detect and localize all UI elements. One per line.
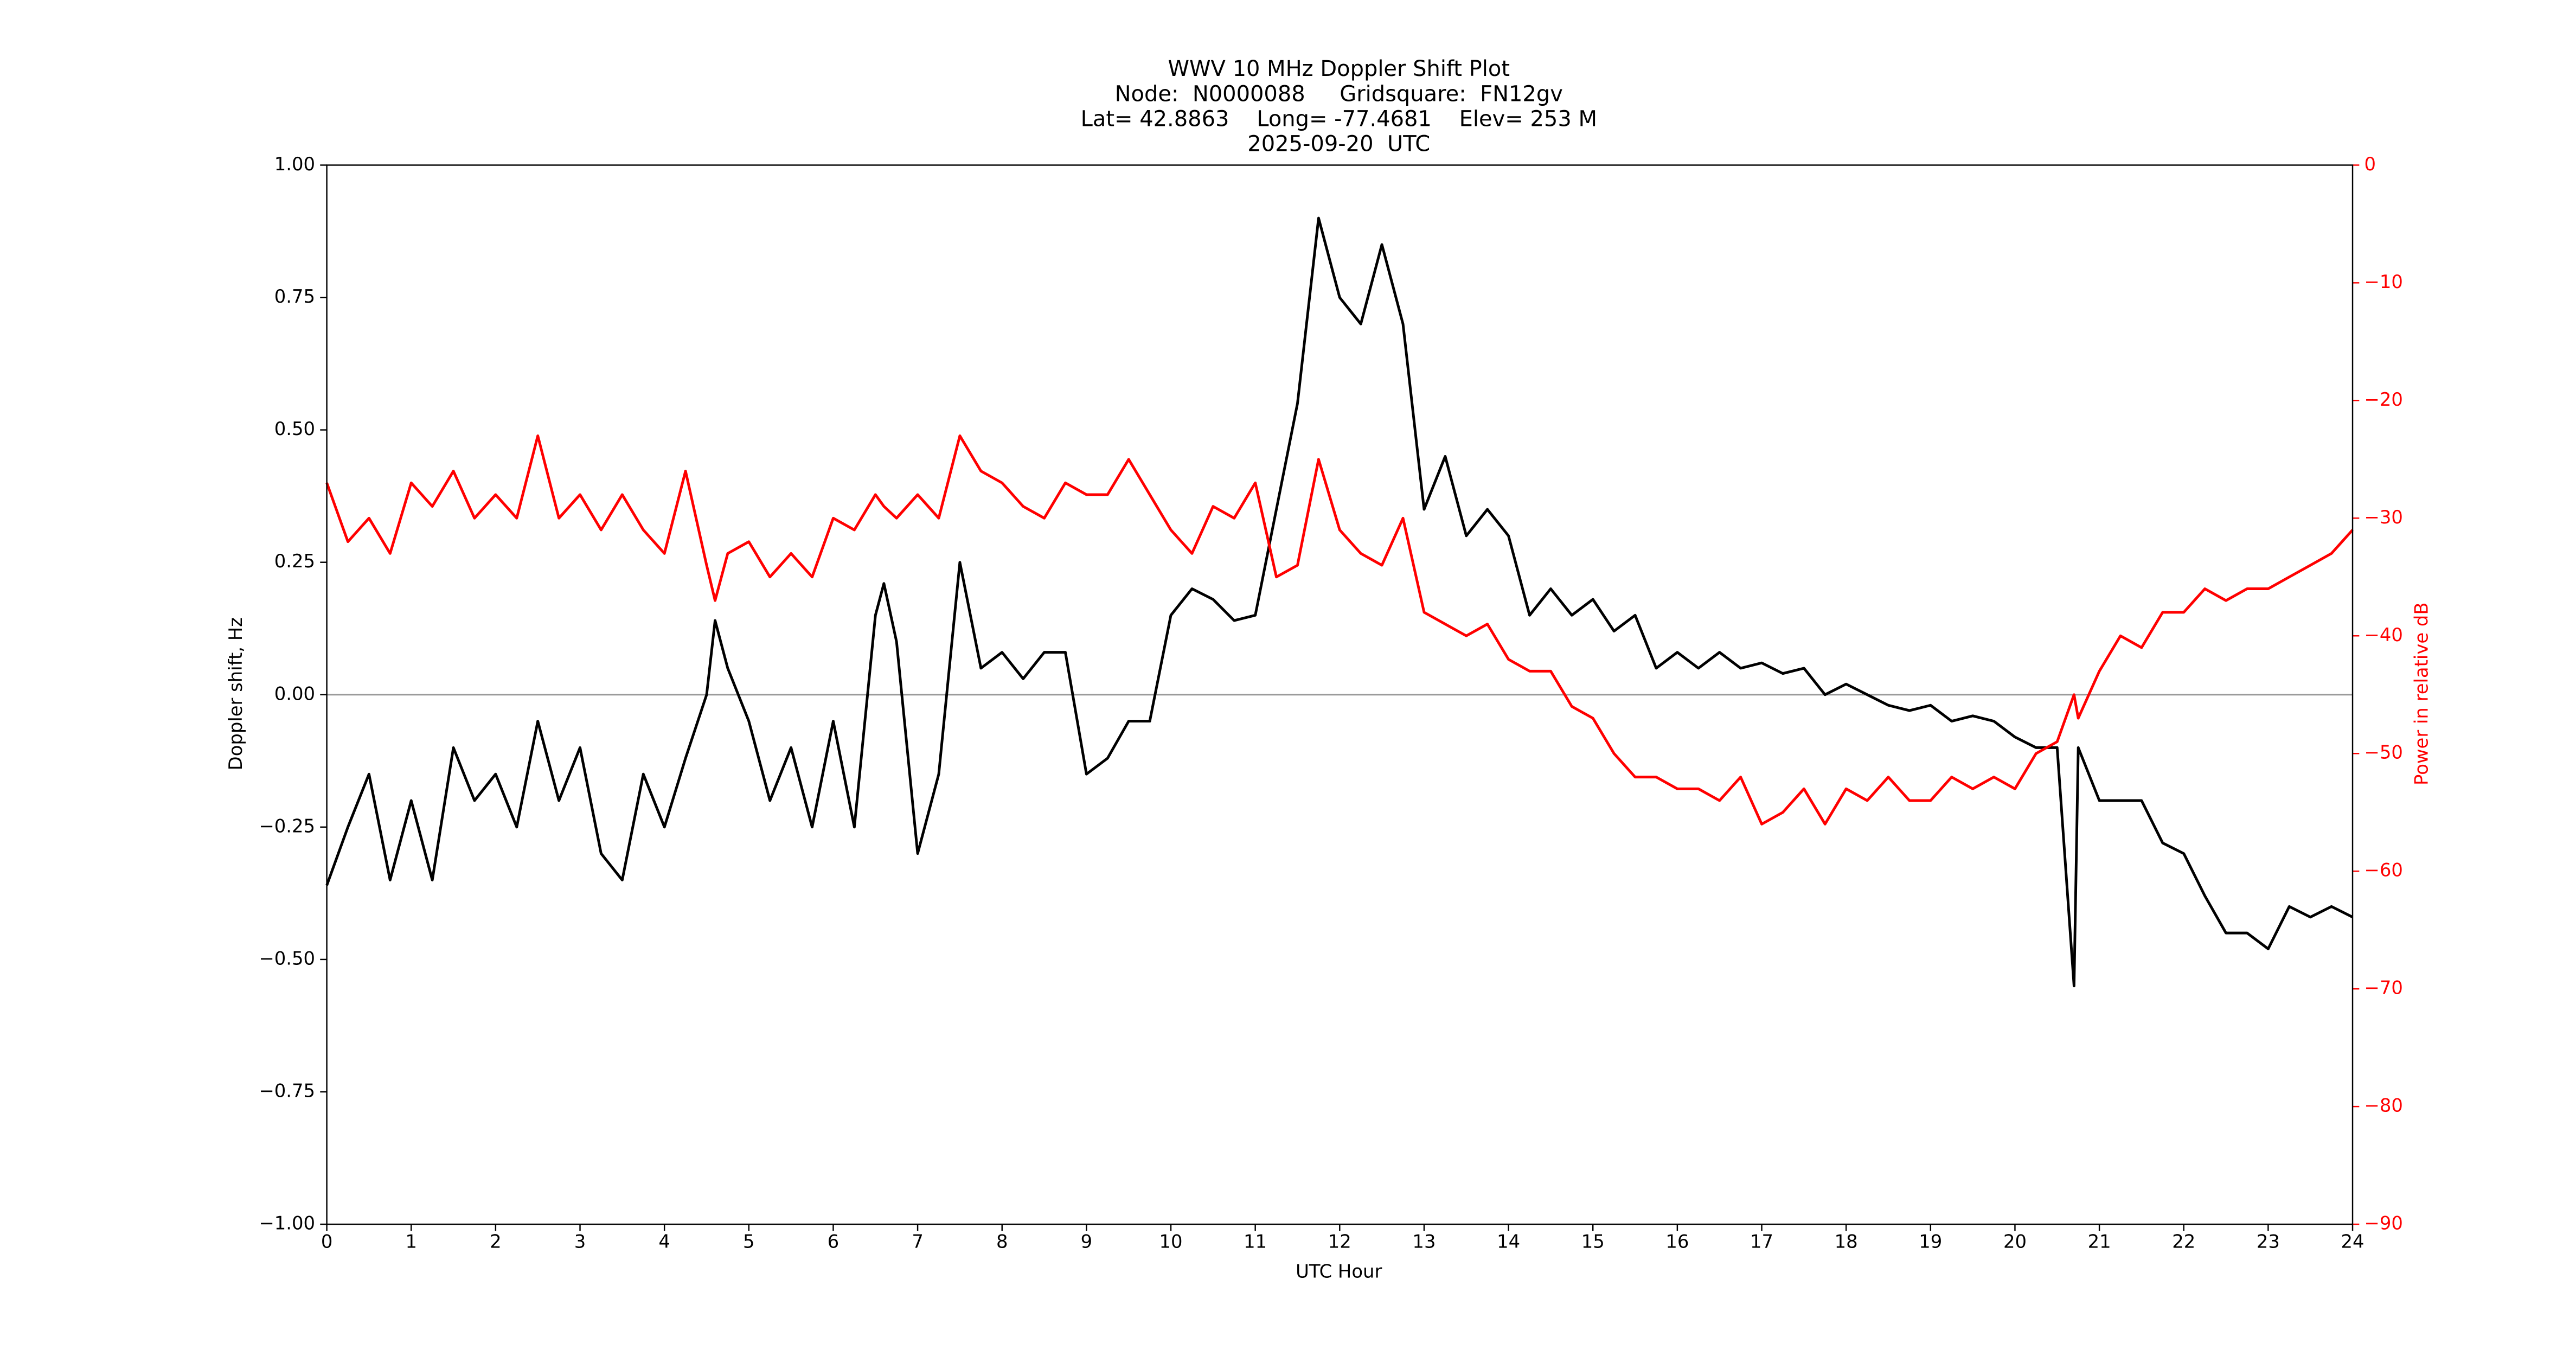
x-tick-label: 0	[321, 1231, 333, 1252]
chart-subtitle: 2025-09-20 UTC	[1247, 132, 1430, 157]
y-axis-label: Doppler shift, Hz	[225, 617, 246, 770]
x-tick-label: 20	[2003, 1231, 2027, 1252]
x-tick-label: 12	[1328, 1231, 1351, 1252]
series-line	[325, 434, 2354, 826]
x-tick-label: 19	[1919, 1231, 1942, 1252]
y2-axis-label: Power in relative dB	[2411, 602, 2432, 785]
chart-title: WWV 10 MHz Doppler Shift Plot	[1168, 56, 1510, 81]
chart-subtitle: Node: N0000088 Gridsquare: FN12gv	[1115, 81, 1563, 106]
plot-frame	[326, 164, 2354, 1225]
x-tick-label: 11	[1244, 1231, 1267, 1252]
y-tick-label: −0.25	[259, 815, 315, 836]
x-tick-label: 15	[1581, 1231, 1605, 1252]
x-tick-label: 6	[828, 1231, 840, 1252]
x-tick-label: 17	[1750, 1231, 1773, 1252]
chart-subtitle: Lat= 42.8863 Long= -77.4681 Elev= 253 M	[1081, 106, 1597, 131]
x-tick-label: 21	[2088, 1231, 2111, 1252]
y-tick-label: 0.25	[274, 551, 315, 572]
x-tick-label: 23	[2257, 1231, 2280, 1252]
x-tick-label: 14	[1497, 1231, 1520, 1252]
x-tick-label: 18	[1835, 1231, 1858, 1252]
y-tick-label: 0.75	[274, 286, 315, 307]
x-tick-label: 8	[996, 1231, 1008, 1252]
y-tick-label: −0.75	[259, 1080, 315, 1101]
x-tick-label: 5	[743, 1231, 755, 1252]
x-tick-label: 1	[405, 1231, 417, 1252]
x-tick-label: 24	[2341, 1231, 2364, 1252]
y-tick-label: 0.50	[274, 418, 315, 439]
x-tick-label: 22	[2172, 1231, 2195, 1252]
y-tick-label: 1.00	[274, 153, 315, 175]
y-tick-label: 0.00	[274, 683, 315, 704]
y2-tick-label: −40	[2364, 624, 2403, 645]
x-tick-label: 7	[912, 1231, 924, 1252]
y2-tick-label: −70	[2364, 977, 2403, 999]
y2-tick-label: −20	[2364, 389, 2403, 410]
x-tick-label: 2	[490, 1231, 502, 1252]
y-tick-label: −0.50	[259, 948, 315, 969]
x-tick-label: 10	[1159, 1231, 1183, 1252]
y2-tick-label: −60	[2364, 860, 2403, 881]
y2-tick-label: −80	[2364, 1095, 2403, 1116]
x-tick-label: 4	[658, 1231, 670, 1252]
x-tick-label: 13	[1412, 1231, 1436, 1252]
x-axis-label: UTC Hour	[1296, 1261, 1382, 1282]
x-tick-label: 16	[1665, 1231, 1689, 1252]
y2-tick-label: −30	[2364, 507, 2403, 528]
y2-tick-label: −50	[2364, 742, 2403, 763]
series-line	[325, 216, 2354, 988]
y2-tick-label: −10	[2364, 271, 2403, 292]
y-tick-label: −1.00	[259, 1213, 315, 1234]
x-tick-label: 9	[1081, 1231, 1093, 1252]
y2-tick-label: 0	[2364, 153, 2376, 175]
y2-tick-label: −90	[2364, 1213, 2403, 1234]
x-tick-label: 3	[574, 1231, 586, 1252]
